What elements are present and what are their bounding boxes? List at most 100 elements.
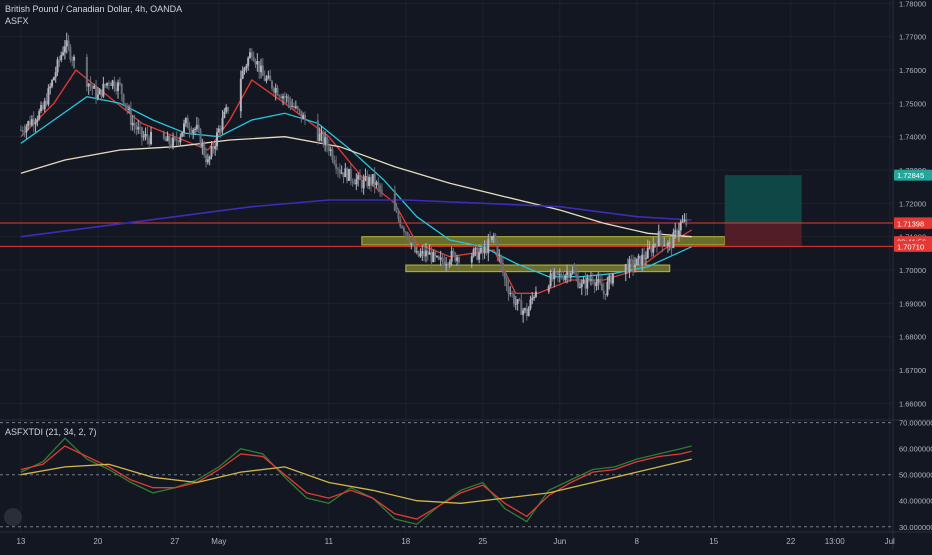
candle-down xyxy=(278,95,281,97)
candle-down xyxy=(413,243,416,253)
candle-down xyxy=(437,256,440,260)
candle-down xyxy=(632,259,635,268)
oscillator-yellow-line[interactable] xyxy=(20,458,692,504)
candle-down xyxy=(555,271,558,273)
ma-slow-line[interactable] xyxy=(20,136,692,238)
candle-down xyxy=(45,100,48,105)
candle-up xyxy=(184,117,187,124)
candle-down xyxy=(254,61,257,65)
time-tick-label: Jun xyxy=(553,537,566,546)
price-label-bg xyxy=(894,217,932,229)
candle-up xyxy=(111,80,114,86)
candle-down xyxy=(168,135,171,144)
candle-up xyxy=(245,65,248,69)
ma-long-line[interactable] xyxy=(20,199,692,238)
candle-up xyxy=(566,272,569,276)
candle-up xyxy=(324,137,327,145)
candle-up xyxy=(569,273,572,278)
candle-up xyxy=(474,247,477,250)
candle-down xyxy=(261,65,264,76)
candle-down xyxy=(423,251,426,257)
candle-down xyxy=(661,238,664,246)
candle-up xyxy=(492,235,495,237)
candle-up xyxy=(98,89,101,95)
oscillator xyxy=(0,422,893,528)
candle-down xyxy=(19,130,22,131)
candle-down xyxy=(659,231,662,239)
candle-down xyxy=(379,185,382,191)
price-tick-label: 1.67000 xyxy=(899,366,926,375)
candle-up xyxy=(30,119,33,126)
oscillator-red-line[interactable] xyxy=(20,445,692,520)
candle-down xyxy=(32,119,35,125)
time-tick-label: May xyxy=(211,537,226,546)
candle-up xyxy=(589,279,592,281)
candle-up xyxy=(479,247,482,253)
candle-down xyxy=(316,120,319,141)
candle-up xyxy=(490,236,493,240)
price-label[interactable]: 1.71398 xyxy=(894,217,932,229)
candle-down xyxy=(120,83,123,95)
candle-down xyxy=(250,52,253,57)
price-tick-label: 1.77000 xyxy=(899,33,926,42)
price-label-bg xyxy=(894,169,932,181)
candle-up xyxy=(534,291,537,297)
indicator-name[interactable]: ASFX xyxy=(5,16,29,26)
trade-box xyxy=(724,175,802,247)
candle-up xyxy=(106,82,109,86)
take-profit-zone[interactable] xyxy=(724,175,802,223)
candle-up xyxy=(633,264,636,268)
candle-down xyxy=(280,96,283,99)
candle-up xyxy=(241,70,244,79)
candle-down xyxy=(100,89,103,97)
candle-down xyxy=(69,46,72,60)
oscillator-green-line[interactable] xyxy=(20,437,692,525)
candle-down xyxy=(164,138,167,142)
candle-up xyxy=(448,261,451,265)
candle-down xyxy=(380,190,383,192)
candle-down xyxy=(331,149,334,160)
candle-up xyxy=(38,111,41,120)
candle-up xyxy=(243,68,246,71)
support-zone[interactable] xyxy=(361,236,726,246)
candle-down xyxy=(177,141,180,143)
candle-up xyxy=(553,271,556,280)
candle-down xyxy=(252,56,255,62)
candle-up xyxy=(564,275,567,280)
candle-down xyxy=(258,61,261,73)
candle-down xyxy=(89,83,92,87)
candle-down xyxy=(457,257,460,263)
candle-down xyxy=(650,247,653,253)
candle-down xyxy=(358,175,361,181)
candle-up xyxy=(62,52,65,56)
candle-up xyxy=(340,172,343,174)
candle-down xyxy=(113,80,116,89)
candle-down xyxy=(496,242,499,256)
stop-loss-zone[interactable] xyxy=(724,223,802,247)
oscillator-name[interactable]: ASFXTDI (21, 34, 2, 7) xyxy=(5,427,97,437)
candle-down xyxy=(271,80,274,89)
candle-down xyxy=(115,88,118,91)
candle-up xyxy=(54,72,57,78)
candle-up xyxy=(529,299,532,309)
candle-up xyxy=(192,129,195,133)
price-label[interactable]: 1.70710 xyxy=(894,240,932,252)
price-label[interactable]: 1.72845 xyxy=(894,169,932,181)
candle-down xyxy=(600,283,603,291)
candle-down xyxy=(610,275,613,284)
candle-up xyxy=(166,135,169,142)
candle-down xyxy=(599,279,602,284)
candle-down xyxy=(133,122,136,127)
candle-up xyxy=(646,247,649,259)
candle-up xyxy=(362,179,365,189)
tradingview-logo-icon[interactable] xyxy=(4,508,22,526)
candle-down xyxy=(203,143,206,156)
candle-down xyxy=(293,106,296,108)
candle-up xyxy=(87,83,90,87)
symbol-title[interactable]: British Pound / Canadian Dollar, 4h, OAN… xyxy=(5,4,183,14)
candle-down xyxy=(21,130,24,132)
candle-down xyxy=(670,242,673,249)
candle-up xyxy=(683,219,686,222)
